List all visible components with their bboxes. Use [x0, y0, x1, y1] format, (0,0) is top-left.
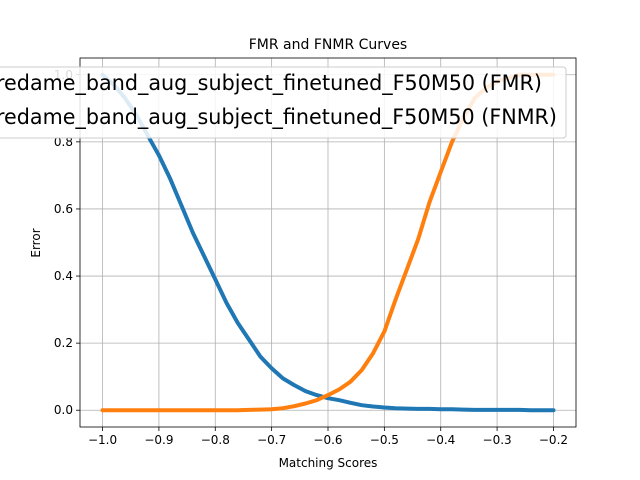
x-tick-label: −0.3 [483, 433, 512, 447]
legend-box [0, 66, 567, 139]
legend-label-fnmr: redame_band_aug_subject_finetuned_F50M50… [0, 105, 557, 130]
x-tick-label: −0.2 [539, 433, 568, 447]
x-tick-label: −0.7 [257, 433, 286, 447]
y-tick-label: 0.4 [54, 269, 73, 283]
x-axis-ticks: −1.0 −0.9 −0.8 −0.7 −0.6 −0.5 −0.4 −0.3 −0.2 [88, 427, 568, 447]
legend: redame_band_aug_subject_finetuned_F50M50… [0, 66, 567, 139]
y-tick-label: 0.0 [54, 403, 73, 417]
x-tick-label: −0.4 [426, 433, 455, 447]
x-axis-label: Matching Scores [279, 456, 378, 470]
y-tick-label: 0.2 [54, 336, 73, 350]
y-tick-label: 0.6 [54, 202, 73, 216]
x-tick-label: −1.0 [88, 433, 117, 447]
x-tick-label: −0.5 [370, 433, 399, 447]
x-tick-label: −0.8 [201, 433, 230, 447]
x-tick-label: −0.9 [144, 433, 173, 447]
y-axis-label: Error [29, 228, 43, 257]
legend-label-fmr: redame_band_aug_subject_finetuned_F50M50… [0, 71, 542, 96]
x-tick-label: −0.6 [313, 433, 342, 447]
series-line-fmr [100, 72, 556, 413]
chart-title: FMR and FNMR Curves [249, 37, 407, 53]
